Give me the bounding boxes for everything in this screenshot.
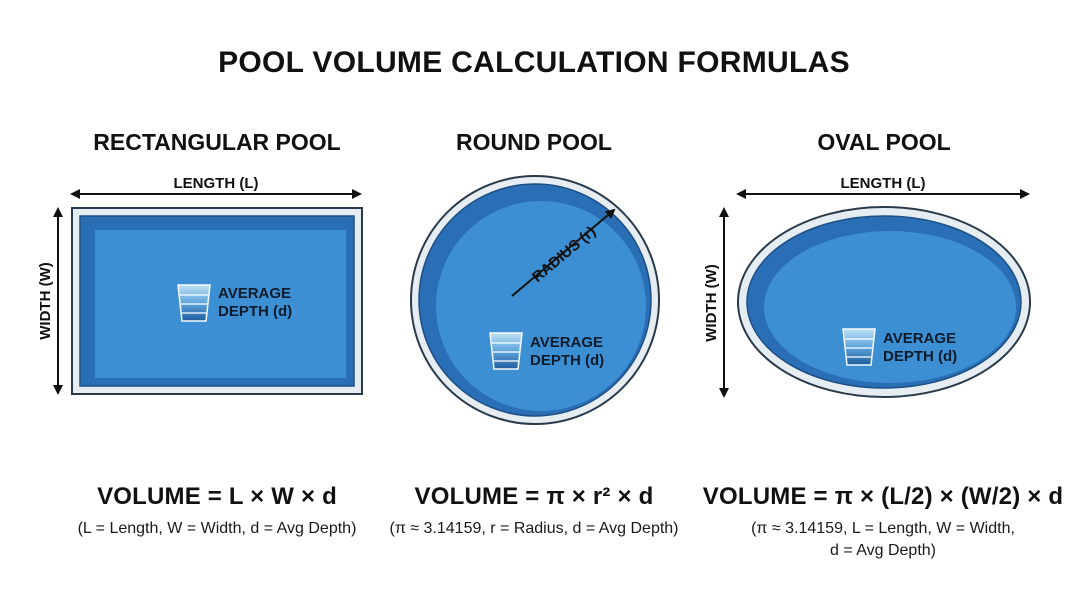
oval-pool-diagram: LENGTH (L) WIDTH (W) AVERAGE DEPTH (d) — [703, 175, 1031, 398]
depth-label-line1: AVERAGE — [883, 330, 956, 347]
width-label: WIDTH (W) — [703, 264, 720, 341]
note-line: d = Avg Depth) — [830, 542, 936, 559]
pool-water — [764, 231, 1016, 383]
depth-cup-icon — [177, 284, 211, 322]
round-formula: VOLUME = π × r² × d — [414, 483, 654, 510]
pool-diagrams: LENGTH (L) WIDTH (W) AVERAGE DEPTH (d) — [37, 175, 1031, 425]
pool-water — [95, 230, 346, 378]
depth-label-line1: AVERAGE — [218, 285, 291, 302]
depth-label-line1: AVERAGE — [530, 334, 603, 351]
note-line: (L = Length, W = Width, d = Avg Depth) — [77, 520, 357, 537]
depth-label-line2: DEPTH (d) — [883, 348, 957, 365]
radius-arrow — [511, 208, 616, 297]
length-label: LENGTH (L) — [841, 175, 926, 192]
rectangular-pool-title: RECTANGULAR POOL — [93, 129, 341, 155]
rectangular-formula: VOLUME = L × W × d — [97, 483, 337, 510]
oval-formula-note: (π ≈ 3.14159, L = Length, W = Width, d =… — [698, 518, 1068, 562]
depth-cup-icon — [489, 332, 523, 370]
round-pool-title: ROUND POOL — [456, 129, 612, 155]
main-title: POOL VOLUME CALCULATION FORMULAS — [218, 46, 850, 79]
depth-label-line2: DEPTH (d) — [530, 352, 604, 369]
note-line: (π ≈ 3.14159, L = Length, W = Width, — [751, 520, 1015, 537]
round-formula-note: (π ≈ 3.14159, r = Radius, d = Avg Depth) — [354, 518, 714, 540]
depth-cup-icon — [842, 328, 876, 366]
rectangular-pool-diagram: LENGTH (L) WIDTH (W) AVERAGE DEPTH (d) — [37, 175, 363, 395]
oval-pool-title: OVAL POOL — [817, 129, 951, 155]
oval-formula: VOLUME = π × (L/2) × (W/2) × d — [702, 483, 1064, 510]
length-label: LENGTH (L) — [174, 175, 259, 192]
depth-label-line2: DEPTH (d) — [218, 303, 292, 320]
pool-water — [436, 201, 646, 411]
rectangular-formula-note: (L = Length, W = Width, d = Avg Depth) — [37, 518, 397, 540]
note-line: (π ≈ 3.14159, r = Radius, d = Avg Depth) — [389, 520, 679, 537]
width-label: WIDTH (W) — [37, 262, 54, 339]
round-pool-diagram: RADIUS (r) AVERAGE DEPTH (d) — [410, 175, 660, 425]
